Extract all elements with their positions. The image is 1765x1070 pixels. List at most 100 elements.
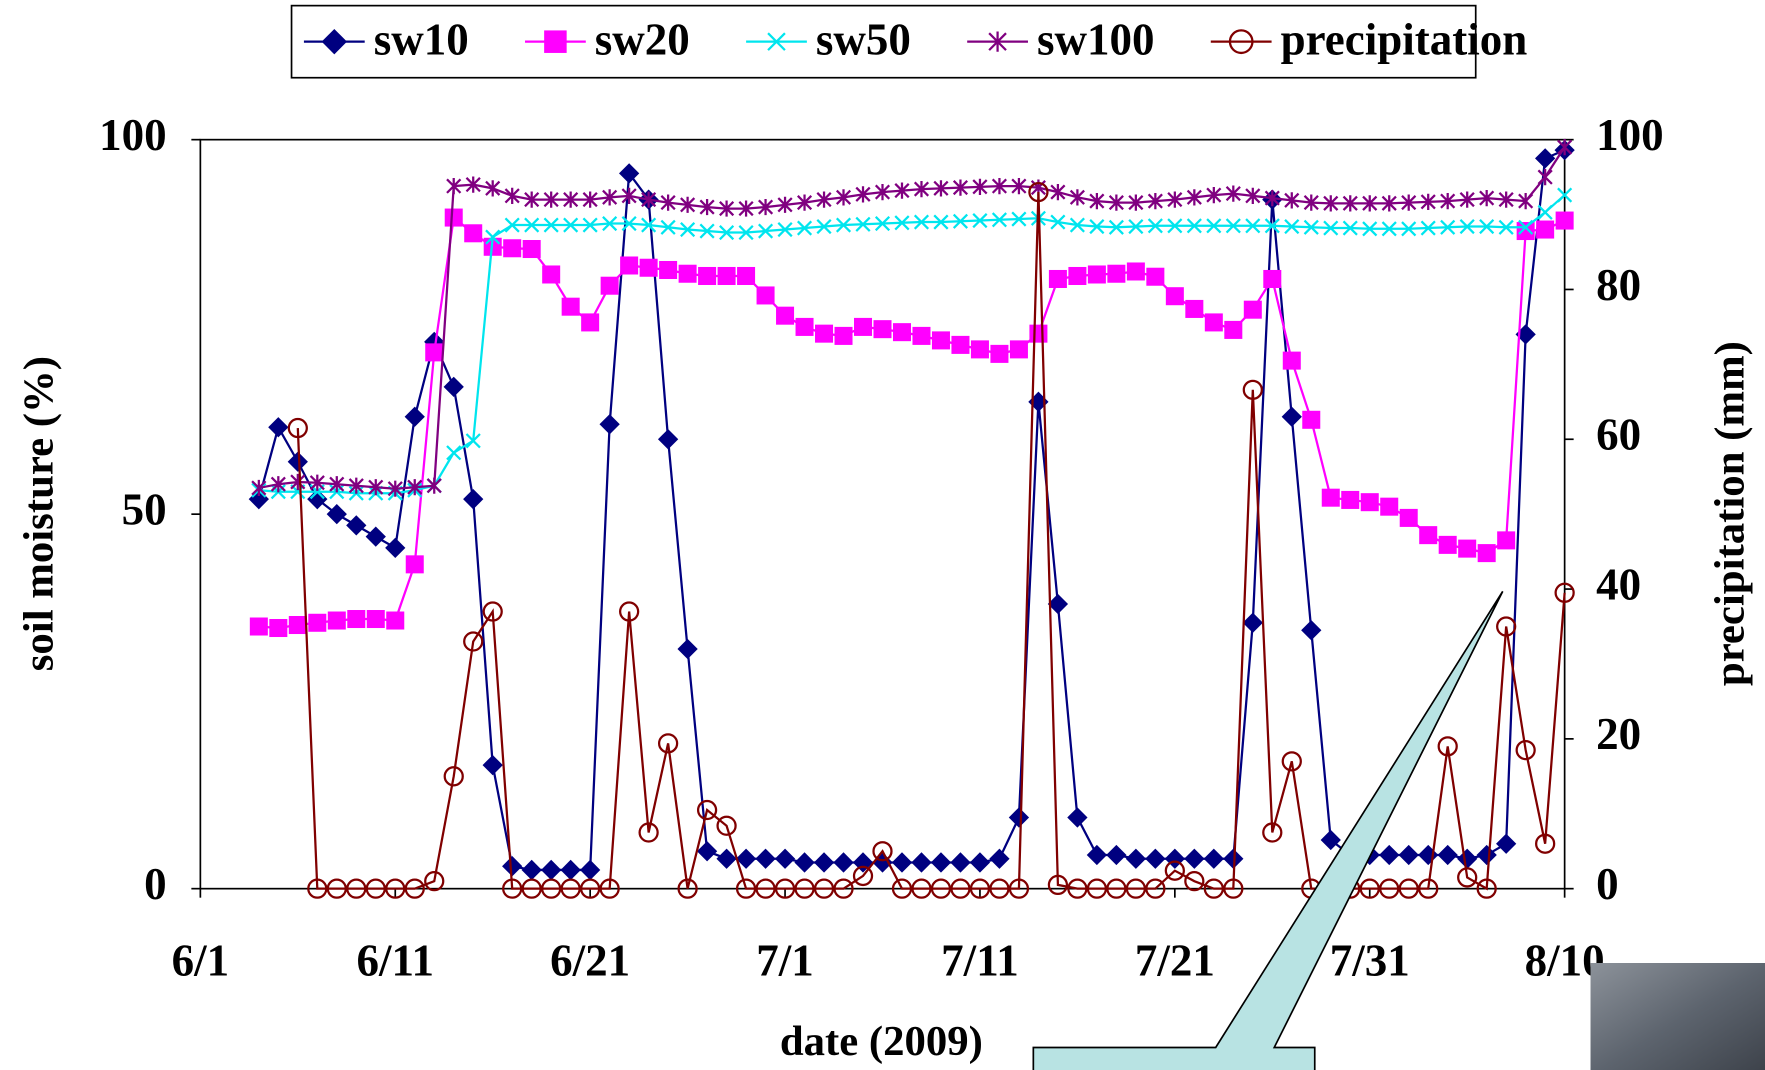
point [972,178,988,195]
point [249,617,268,636]
point [1242,379,1263,400]
point [446,445,462,461]
point [541,878,562,899]
point [1535,833,1556,854]
point [1184,871,1205,892]
point [833,852,854,873]
point [521,878,542,899]
legend-marker [988,31,1007,52]
point [1320,829,1341,851]
point [1011,177,1027,195]
point [911,852,932,873]
point [1341,490,1360,509]
point [1108,219,1124,235]
x-tick-label: 7/1 [756,936,814,986]
point [1106,878,1127,899]
point [482,754,503,776]
point [288,616,307,635]
point [580,878,601,899]
point [758,223,774,239]
y2-tick-label: 100 [1596,110,1664,160]
point [1535,148,1556,169]
point [1086,878,1108,899]
point [346,878,367,899]
series [251,187,1573,501]
point [1147,192,1163,210]
point [873,320,892,339]
point [425,343,444,362]
point [657,733,679,754]
point [815,324,834,343]
point [347,610,366,629]
point [913,214,930,230]
point [1420,220,1436,236]
point [1537,169,1553,186]
point [602,215,618,232]
point [404,878,425,899]
point [326,878,347,899]
point [738,224,754,241]
point [1301,620,1322,641]
point [1459,191,1475,208]
point [599,414,620,435]
point [1225,218,1241,234]
point [891,878,913,899]
point [1069,189,1085,206]
point [911,878,932,899]
point [816,218,832,235]
point [737,266,756,285]
point [735,848,757,869]
point [563,217,579,233]
point [542,265,561,284]
x-tick-label: 7/21 [1135,936,1215,986]
point [443,766,464,787]
point [621,187,637,204]
point [465,176,481,193]
point [563,191,579,208]
point [717,266,736,285]
point [696,799,718,821]
point [1145,848,1166,869]
point [1398,878,1419,899]
point [1067,807,1088,828]
x-tick-label: 6/21 [550,936,630,986]
point [1107,264,1126,283]
point [581,313,600,332]
point [524,217,540,233]
point [1167,191,1183,208]
point [386,611,405,630]
point [1147,218,1163,234]
point [1420,193,1436,210]
point [1401,221,1417,237]
point [1554,582,1575,603]
point [677,638,698,660]
point [1477,544,1496,563]
point [580,859,601,881]
x-tick-label: 7/31 [1330,936,1410,986]
point [756,286,775,305]
point [1050,183,1066,201]
point [1048,269,1067,288]
point [1164,860,1185,881]
point [1186,218,1202,234]
point [738,200,754,217]
point [426,477,442,494]
point [1323,220,1339,236]
point [1264,189,1280,207]
point [1321,488,1340,507]
x-tick-label: 6/1 [172,936,230,986]
point [1518,219,1534,235]
point [463,489,484,510]
point [1342,195,1358,212]
point [1225,185,1241,202]
point [1165,287,1184,306]
series [249,208,1574,638]
point [657,429,679,450]
point [1128,218,1144,235]
series [248,140,1575,881]
point [716,848,737,869]
y-tick-label: 50 [122,484,167,534]
legend-box [290,4,1477,79]
point [894,182,910,199]
point [482,601,503,622]
